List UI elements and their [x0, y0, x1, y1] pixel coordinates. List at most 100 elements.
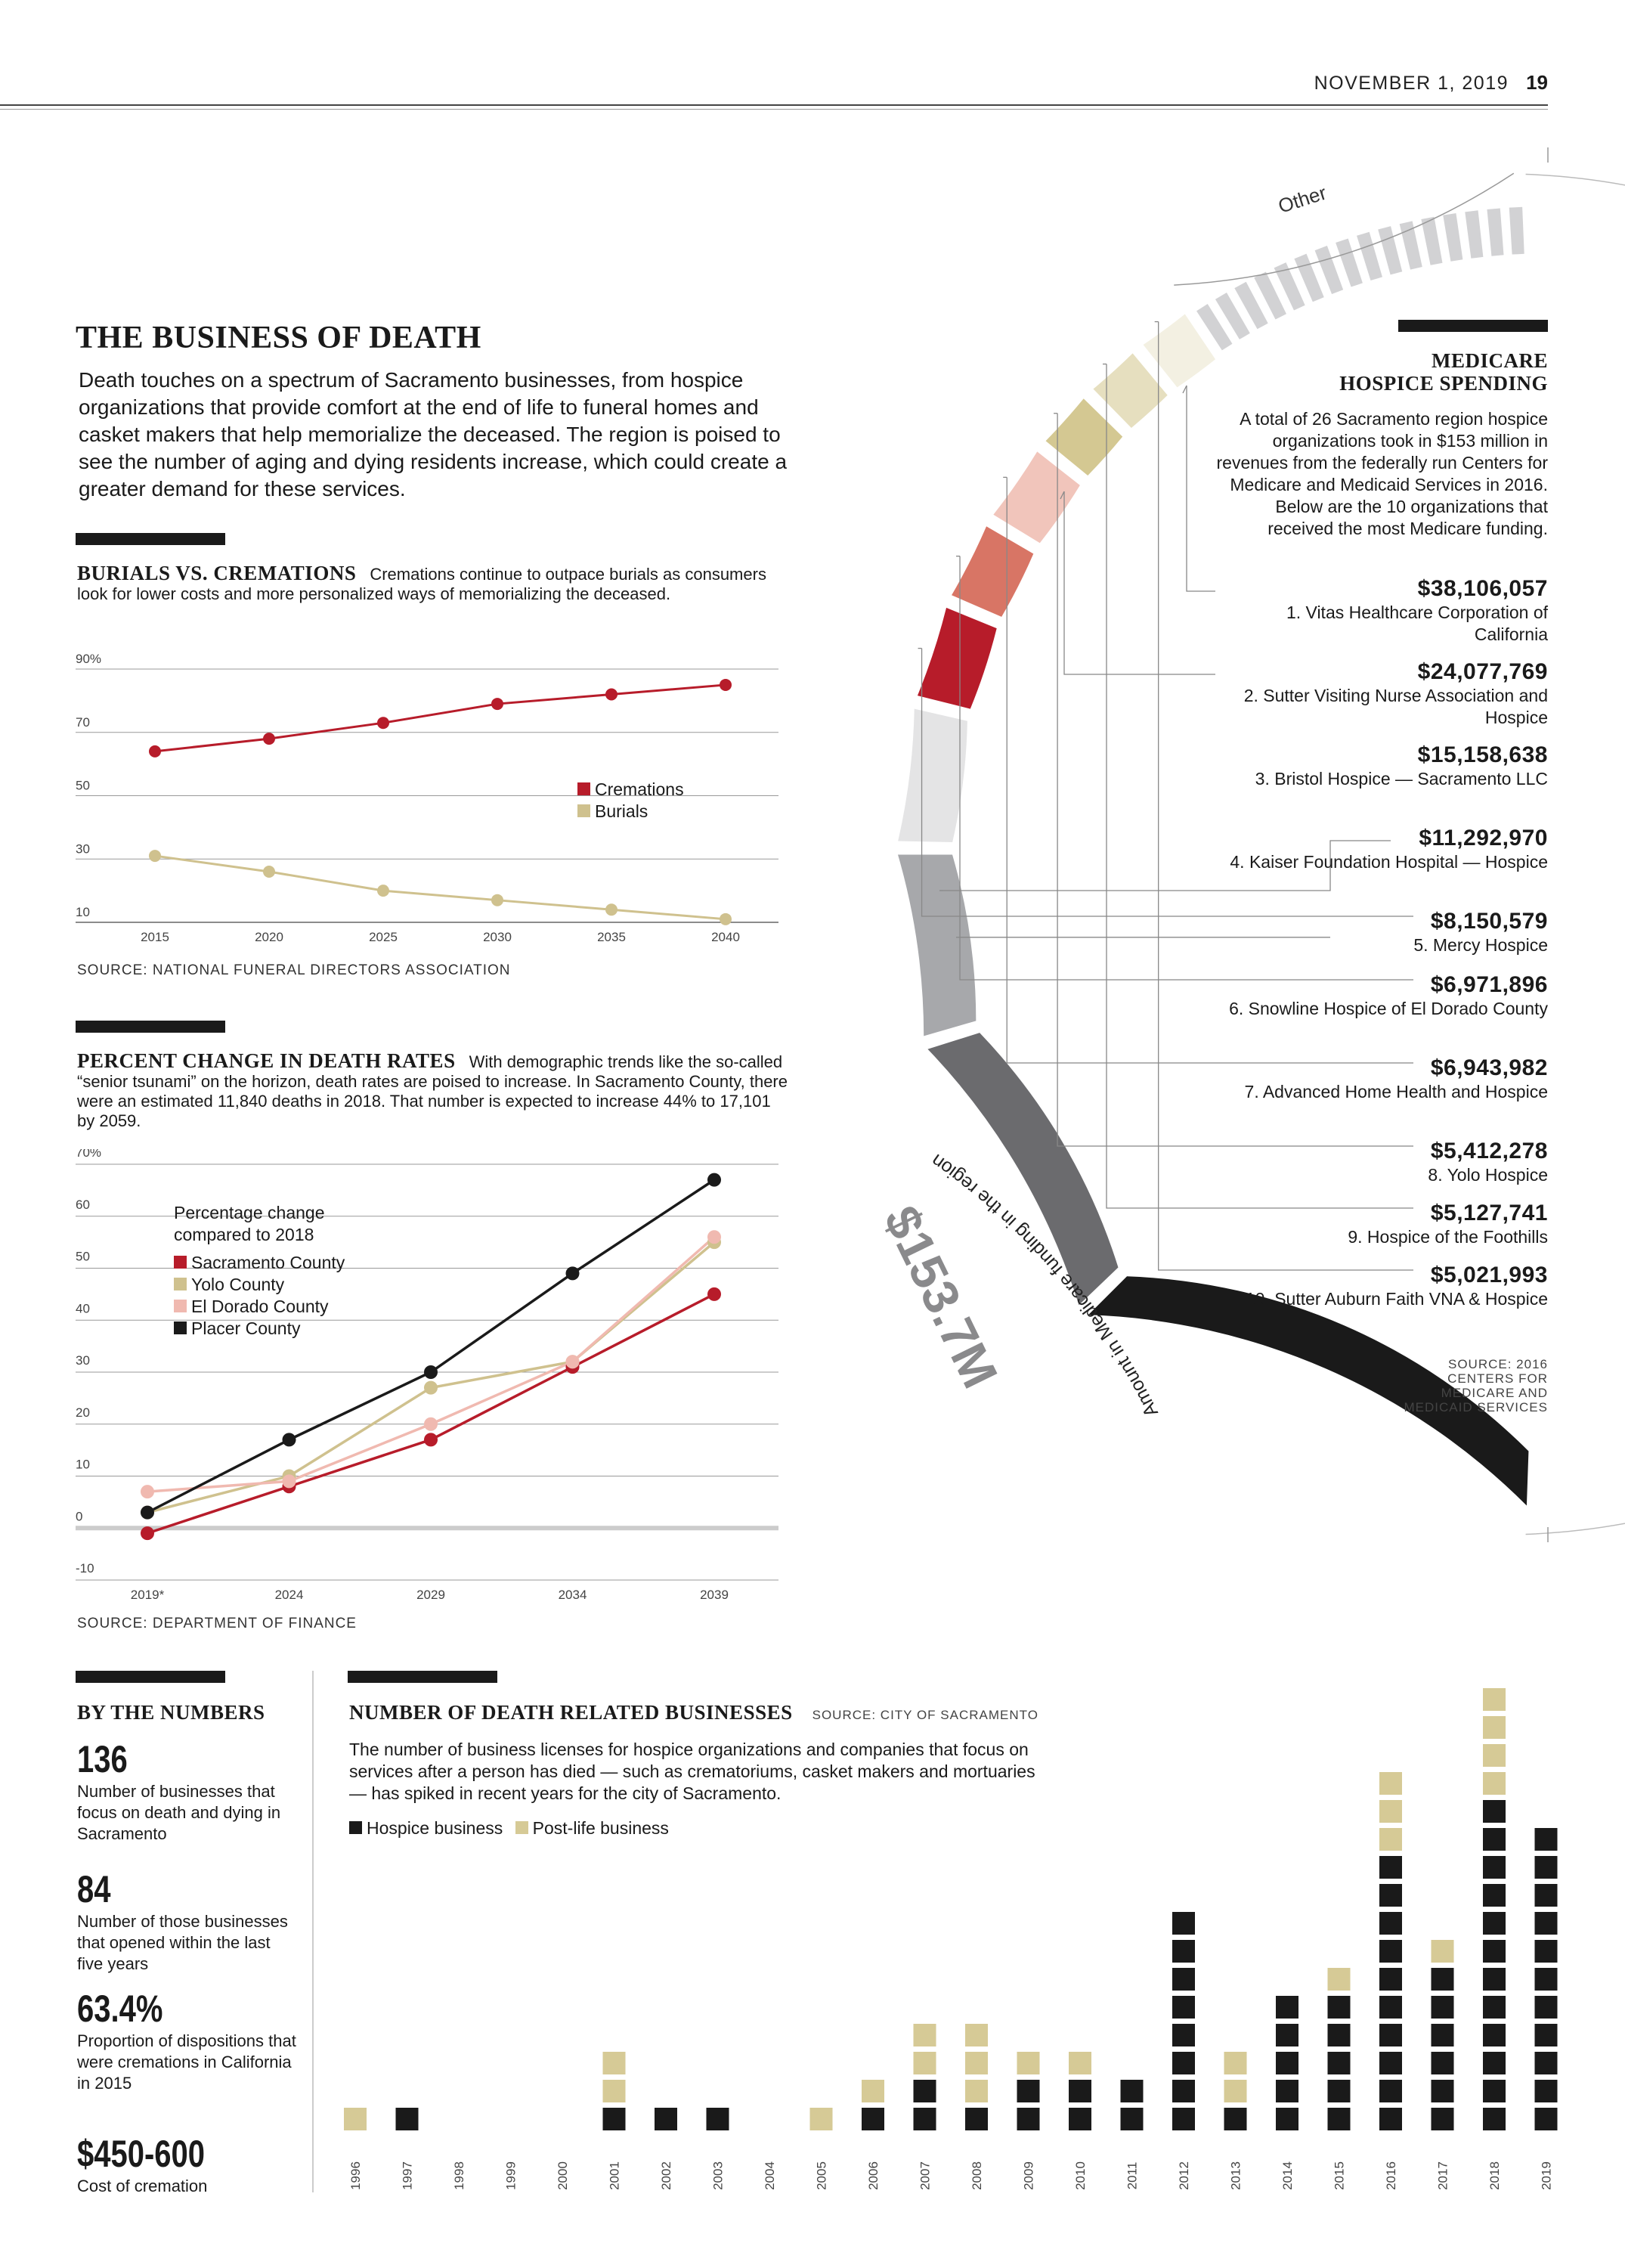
business-square [1483, 2052, 1506, 2074]
number-description: Number of those businesses that opened w… [77, 1912, 288, 1973]
business-square [602, 2080, 626, 2102]
business-square [1483, 1968, 1506, 1991]
y-tick-label: 70% [76, 1149, 101, 1160]
data-point-cremations [263, 733, 275, 745]
other-label: Other [1275, 181, 1329, 217]
legend-swatch-burials [577, 804, 590, 817]
medicare-organization: 1. Vitas Healthcare Corporation of Calif… [1286, 603, 1548, 644]
business-square [1379, 1772, 1402, 1795]
year-label: 2002 [659, 2161, 673, 2190]
legend-item-postlife: Post-life business [515, 1818, 669, 1838]
data-point-cremations [491, 698, 503, 711]
y-tick-label: 40 [76, 1301, 90, 1315]
year-label: 1996 [348, 2161, 363, 2190]
medicare-amount: $6,943,982 [1430, 1055, 1548, 1080]
medicare-amount: $5,021,993 [1430, 1263, 1548, 1287]
deathrates-legend-title: Percentage change compared to 2018 [174, 1203, 325, 1244]
legend-label-postlife: Post-life business [532, 1818, 669, 1838]
data-point-burials [377, 885, 389, 897]
data-point-el-dorado-county [424, 1417, 438, 1431]
business-square [1327, 2108, 1351, 2130]
year-label: 2006 [866, 2161, 881, 2190]
number-value: 84 [77, 1868, 111, 1910]
section-bar-burials [76, 533, 225, 545]
year-label: 2008 [970, 2161, 984, 2190]
legend-item-placer: Placer County [174, 1318, 355, 1340]
numbers-title: BY THE NUMBERS [77, 1701, 265, 1724]
ring-segment-other [1336, 238, 1363, 287]
business-square [1431, 2024, 1454, 2046]
ring-segment [993, 451, 1080, 544]
business-square [1483, 2108, 1506, 2130]
ring-segment-other [1314, 246, 1344, 294]
business-square [1327, 1968, 1351, 1991]
year-label: 2011 [1125, 2162, 1140, 2190]
medicare-organization: 9. Hospice of the Foothills [1348, 1227, 1548, 1247]
business-square [1483, 1828, 1506, 1851]
business-square [1017, 2080, 1040, 2102]
business-square [1483, 2024, 1506, 2046]
business-square [1534, 1856, 1558, 1879]
y-tick-label: 60 [76, 1198, 90, 1212]
number-item: 63.4% Proportion of dispositions that we… [77, 1987, 296, 2132]
medicare-amount: $5,412,278 [1430, 1139, 1548, 1163]
ring-segment [952, 526, 1034, 617]
deathrates-legend: Percentage change compared to 2018 Sacra… [174, 1202, 355, 1340]
ring-segment [1093, 353, 1168, 428]
deathrates-chart: 70% 60 50 40 30 20 10 0 -10 2019* 2024 2029 2034 2039 [76, 1149, 778, 1602]
y-tick-label: 70 [76, 715, 90, 730]
ring-segment-other [1234, 281, 1268, 330]
deathrates-title: PERCENT CHANGE IN DEATH RATES [77, 1049, 456, 1072]
business-square [1069, 2108, 1091, 2130]
y-tick-label: 50 [76, 779, 90, 793]
header-page-number: 19 [1526, 71, 1548, 94]
business-square [1224, 2108, 1247, 2130]
medicare-entry: $24,077,769 2. Sutter Visiting Nurse Asso… [1215, 659, 1548, 729]
business-square [1534, 2052, 1558, 2074]
page-header: NOVEMBER 1, 2019 19 [0, 70, 1548, 107]
deathrates-heading: PERCENT CHANGE IN DEATH RATES With demogr… [77, 1051, 788, 1131]
year-label: 2007 [918, 2161, 933, 2190]
business-square [1483, 1940, 1506, 1963]
business-square [965, 2108, 988, 2130]
leader-line [1057, 413, 1413, 1147]
y-tick-label: 10 [76, 905, 90, 919]
business-square [1534, 2108, 1558, 2130]
business-square [1534, 1884, 1558, 1907]
medicare-amount: $8,150,579 [1430, 909, 1548, 934]
business-square [1483, 1744, 1506, 1767]
business-square [1327, 1996, 1351, 2019]
business-square [1017, 2108, 1040, 2130]
burials-chart: 90% 70 50 30 10 2015 2020 2025 2030 2035 2040 [76, 652, 778, 944]
medicare-organization: 4. Kaiser Foundation Hospital — Hospice [1230, 852, 1548, 872]
business-square [1172, 1968, 1195, 1991]
medicare-entry: $38,106,057 1. Vitas Healthcare Corporati… [1215, 576, 1548, 646]
business-square [1172, 2024, 1195, 2046]
x-tick-label: 2030 [483, 930, 512, 944]
legend-swatch-sacramento [174, 1256, 187, 1269]
business-square [1431, 1968, 1454, 1991]
business-square [1483, 1716, 1506, 1739]
year-label: 2018 [1487, 2161, 1502, 2190]
ring-segment [898, 708, 967, 842]
legend-label-cremations: Cremations [595, 779, 684, 799]
business-square [1534, 1996, 1558, 2019]
year-label: 2004 [763, 2161, 777, 2190]
y-tick-label: 30 [76, 1353, 90, 1368]
data-point-placer-county [707, 1173, 721, 1187]
leader-line [959, 556, 1413, 981]
year-label: 2010 [1073, 2161, 1088, 2190]
legend-label-sacramento: Sacramento County [191, 1253, 345, 1272]
business-square [1172, 1912, 1195, 1935]
medicare-amount: $15,158,638 [1417, 742, 1548, 767]
section-bar-medicare [1398, 320, 1548, 332]
legend-swatch-placer [174, 1321, 187, 1334]
medicare-amount: $38,106,057 [1417, 576, 1548, 601]
header-date: NOVEMBER 1, 2019 [1314, 73, 1509, 94]
business-square [965, 2052, 988, 2074]
legend-label-hospice: Hospice business [367, 1818, 503, 1838]
leader-line [1106, 364, 1413, 1209]
medicare-organization: 3. Bristol Hospice — Sacramento LLC [1255, 769, 1548, 789]
legend-swatch-yolo [174, 1278, 187, 1290]
section-bar-numbers [76, 1671, 225, 1683]
